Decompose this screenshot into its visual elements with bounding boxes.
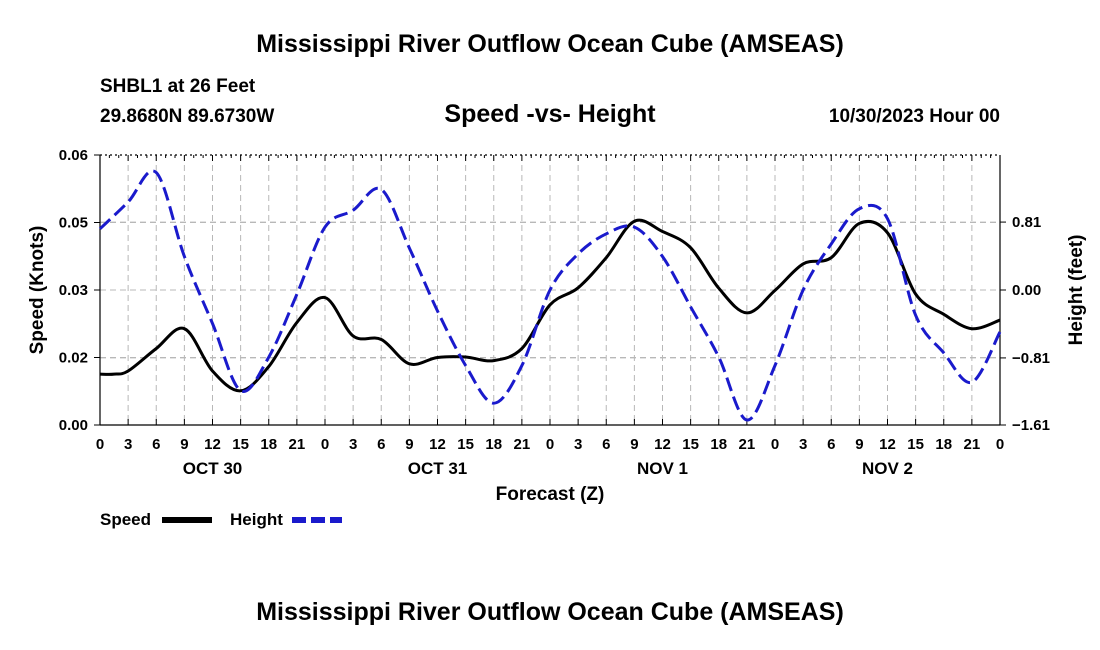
y2-tick-label: 0.00	[1012, 282, 1041, 299]
series-line-speed	[99, 218, 1001, 393]
bottom-title: Mississippi River Outflow Ocean Cube (AM…	[256, 598, 844, 626]
x-tick-label: 0	[321, 436, 329, 453]
series-lines	[98, 169, 1002, 422]
x-tick-label: 9	[180, 436, 188, 453]
y2-tick-label: −1.61	[1012, 417, 1050, 434]
x-tick-label: 12	[654, 436, 671, 453]
day-label: OCT 31	[408, 459, 468, 478]
y-tick-label: 0.05	[59, 215, 88, 232]
y2-tick-label: −0.81	[1012, 350, 1050, 367]
x-tick-label: 15	[682, 436, 699, 453]
x-tick-label: 9	[855, 436, 863, 453]
y-tick-label: 0.03	[59, 282, 88, 299]
x-tick-label: 0	[771, 436, 779, 453]
x-tick-label: 3	[799, 436, 807, 453]
x-tick-label: 3	[574, 436, 582, 453]
x-tick-label: 9	[405, 436, 413, 453]
series-line-height	[98, 169, 1002, 422]
x-tick-label: 21	[964, 436, 981, 453]
x-tick-label: 15	[907, 436, 924, 453]
legend: Speed Height	[100, 510, 342, 529]
x-tick-label: 21	[289, 436, 306, 453]
x-tick-label: 6	[827, 436, 835, 453]
chart-subtitle: Speed -vs- Height	[444, 100, 656, 128]
x-tick-label: 0	[96, 436, 104, 453]
day-label: NOV 2	[862, 459, 913, 478]
station-label: SHBL1 at 26 Feet	[100, 76, 256, 97]
x-tick-label: 6	[152, 436, 160, 453]
y2-tick-label: 0.81	[1012, 214, 1041, 231]
station-coordinates: 29.8680N 89.6730W	[100, 106, 275, 127]
x-tick-label: 0	[996, 436, 1004, 453]
y-tick-label: 0.02	[59, 350, 88, 367]
x-tick-label: 3	[124, 436, 132, 453]
main-title: Mississippi River Outflow Ocean Cube (AM…	[256, 30, 844, 58]
x-tick-label: 9	[630, 436, 638, 453]
axis-ticks: 0 3 6 9 12 15 18 21 0 3 6 9 12 15 18 21 0 3 6 9 12 15 18 21 0 3 6 9…	[59, 147, 1050, 478]
x-tick-label: 12	[879, 436, 896, 453]
x-tick-label: 18	[260, 436, 277, 453]
x-tick-label: 12	[204, 436, 221, 453]
x-axis-label: Forecast (Z)	[496, 484, 605, 505]
forecast-date-hour: 10/30/2023 Hour 00	[828, 106, 1000, 127]
y2-axis-label: Height (feet)	[1066, 235, 1087, 346]
y-tick-label: 0.06	[59, 147, 88, 164]
x-tick-label: 6	[602, 436, 610, 453]
x-tick-label: 18	[710, 436, 727, 453]
y-tick-label: 0.00	[59, 417, 88, 434]
legend-height-label: Height	[230, 510, 283, 529]
day-label: OCT 30	[183, 459, 243, 478]
x-tick-label: 18	[485, 436, 502, 453]
day-label: NOV 1	[637, 459, 688, 478]
legend-speed-label: Speed	[100, 510, 151, 529]
x-tick-label: 0	[546, 436, 554, 453]
x-tick-label: 18	[935, 436, 952, 453]
x-tick-label: 12	[429, 436, 446, 453]
x-tick-label: 15	[457, 436, 474, 453]
x-tick-label: 6	[377, 436, 385, 453]
x-tick-label: 21	[514, 436, 531, 453]
x-tick-label: 15	[232, 436, 249, 453]
y-axis-label: Speed (Knots)	[27, 226, 48, 355]
x-tick-label: 21	[739, 436, 756, 453]
x-tick-label: 3	[349, 436, 357, 453]
